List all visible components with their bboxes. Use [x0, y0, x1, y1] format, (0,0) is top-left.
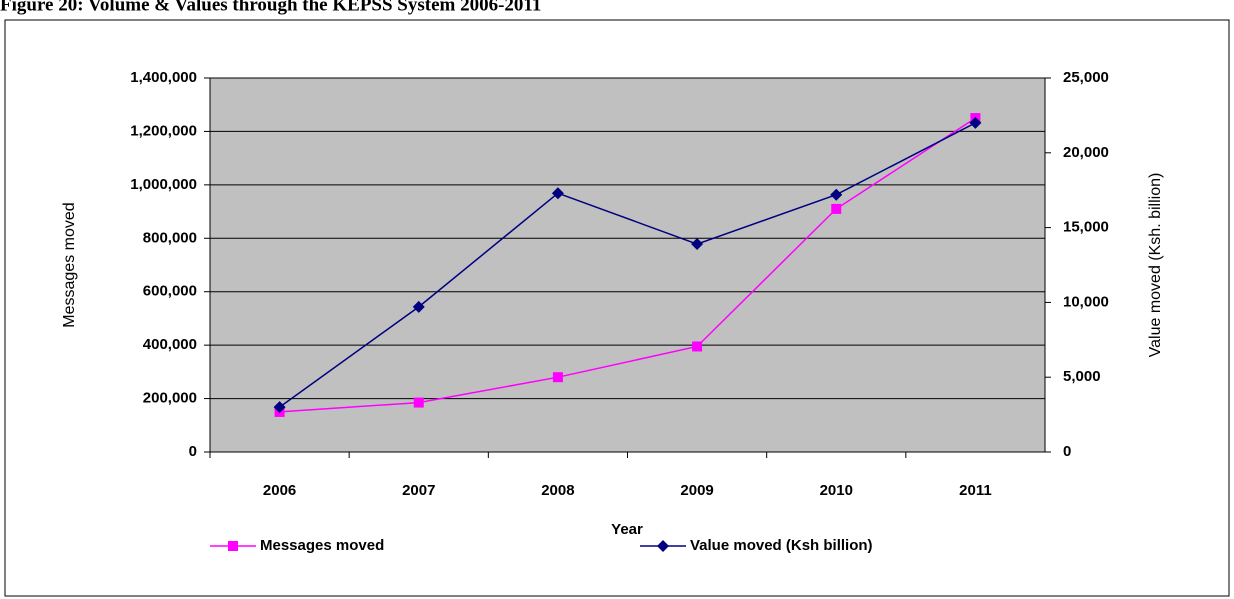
point — [831, 203, 842, 214]
point — [691, 238, 704, 251]
point — [273, 401, 286, 414]
y2-tick-label: 15,000 — [1063, 219, 1109, 236]
series-line — [279, 122, 976, 408]
y2-tick-label: 10,000 — [1063, 293, 1109, 310]
y-tick-label: 1,400,000 — [130, 69, 197, 86]
y2-tick-label: 20,000 — [1063, 144, 1109, 161]
y-tick-label: 1,200,000 — [130, 122, 197, 139]
legend-label: Value moved (Ksh billion) — [690, 537, 873, 554]
x-tick-label: 2009 — [680, 482, 713, 499]
y-tick-label: 800,000 — [143, 229, 197, 246]
chart-title: Figure 20: Volume & Values through the K… — [0, 0, 541, 15]
y-tick-label: 1,000,000 — [130, 176, 197, 193]
y-axis-title: Messages moved — [61, 202, 78, 327]
x-tick-label: 2007 — [402, 482, 435, 499]
y2-axis-title: Value moved (Ksh. billion) — [1147, 173, 1164, 358]
series-line — [279, 117, 976, 413]
legend-marker — [657, 540, 669, 552]
x-tick-label: 2008 — [541, 482, 574, 499]
y2-tick-label: 0 — [1063, 443, 1071, 460]
point — [552, 372, 563, 383]
plot-area — [210, 78, 1045, 452]
y-tick-label: 400,000 — [143, 336, 197, 353]
x-tick-label: 2006 — [263, 482, 296, 499]
legend-marker — [228, 541, 238, 551]
point — [413, 397, 424, 408]
point — [830, 188, 843, 201]
y2-tick-label: 25,000 — [1063, 69, 1109, 86]
y2-tick-label: 5,000 — [1063, 368, 1101, 385]
point — [969, 116, 982, 129]
point — [692, 341, 703, 352]
legend-label: Messages moved — [260, 537, 384, 554]
point — [551, 187, 564, 200]
point — [412, 300, 425, 313]
y-tick-label: 200,000 — [143, 390, 197, 407]
x-tick-label: 2011 — [959, 482, 992, 499]
x-tick-label: 2010 — [820, 482, 853, 499]
y-tick-label: 600,000 — [143, 283, 197, 300]
x-axis-title: Year — [611, 521, 643, 538]
y-tick-label: 0 — [189, 443, 197, 460]
